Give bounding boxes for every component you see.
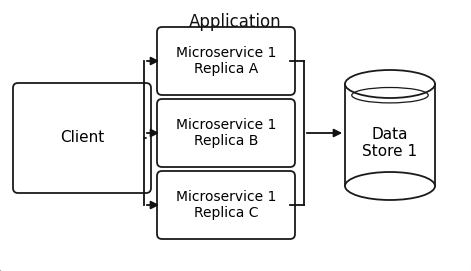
Text: Microservice 1
Replica A: Microservice 1 Replica A	[176, 46, 276, 76]
FancyBboxPatch shape	[157, 99, 295, 167]
Ellipse shape	[345, 172, 435, 200]
Text: Data
Store 1: Data Store 1	[363, 127, 418, 159]
Text: Microservice 1
Replica C: Microservice 1 Replica C	[176, 190, 276, 220]
Text: Application: Application	[189, 13, 281, 31]
FancyBboxPatch shape	[157, 171, 295, 239]
Text: Microservice 1
Replica B: Microservice 1 Replica B	[176, 118, 276, 148]
Ellipse shape	[345, 70, 435, 98]
FancyBboxPatch shape	[157, 27, 295, 95]
FancyBboxPatch shape	[13, 83, 151, 193]
Text: Client: Client	[60, 131, 104, 146]
Bar	[345, 84, 435, 186]
